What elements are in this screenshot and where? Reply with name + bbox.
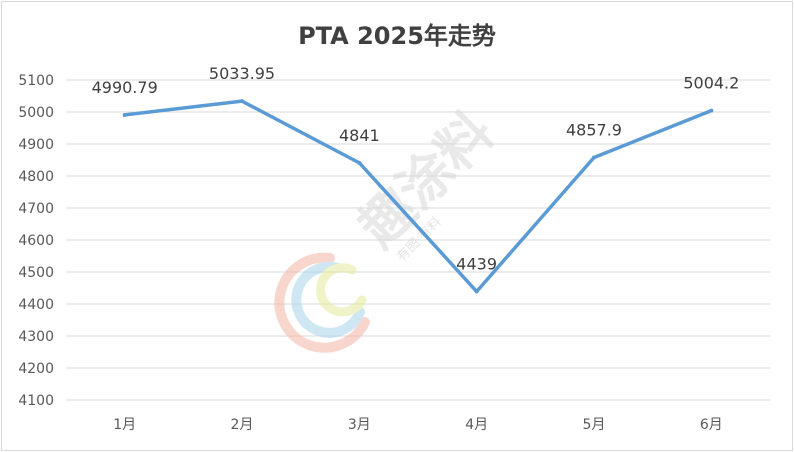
- data-point: [122, 112, 127, 117]
- y-axis-ticks: 4100 4200 4300 4400 4500 4600 4700 4800 4900 5000…: [18, 73, 54, 409]
- y-tick-label: 4300: [18, 329, 54, 345]
- chart-title: PTA 2025年走势: [298, 22, 496, 50]
- series-line: [122, 99, 714, 294]
- y-tick-label: 4900: [18, 137, 54, 153]
- x-tick-label: 5月: [583, 417, 606, 433]
- y-tick-label: 4200: [18, 361, 54, 377]
- y-tick-label: 4800: [18, 169, 54, 185]
- y-tick-label: 5000: [18, 105, 54, 121]
- data-label: 4990.79: [92, 78, 158, 97]
- data-point: [709, 108, 714, 113]
- y-tick-label: 4600: [18, 233, 54, 249]
- watermark-logo-icon: [274, 252, 370, 353]
- data-point: [592, 155, 596, 160]
- x-tick-label: 3月: [348, 417, 371, 433]
- gridlines: [66, 79, 770, 401]
- data-label: 4841: [339, 126, 380, 145]
- data-labels: 4990.79 5033.95 4841 4439 4857.9 5004.2: [92, 64, 739, 294]
- y-tick-label: 4500: [18, 265, 54, 281]
- x-tick-label: 4月: [465, 417, 488, 433]
- data-label: 5033.95: [209, 64, 275, 83]
- x-tick-label: 1月: [113, 417, 136, 433]
- data-point: [240, 99, 244, 104]
- x-tick-label: 6月: [700, 417, 723, 433]
- x-axis-ticks: 1月 2月 3月 4月 5月 6月: [113, 417, 723, 433]
- data-label: 4439: [456, 255, 497, 274]
- y-tick-label: 4400: [18, 297, 54, 313]
- x-tick-label: 2月: [231, 417, 254, 433]
- y-tick-label: 4100: [18, 393, 54, 409]
- data-label: 5004.2: [683, 74, 739, 93]
- data-point: [357, 160, 362, 165]
- data-point: [474, 289, 479, 294]
- y-tick-label: 5100: [18, 73, 54, 89]
- data-label: 4857.9: [566, 120, 622, 139]
- y-tick-label: 4700: [18, 201, 54, 217]
